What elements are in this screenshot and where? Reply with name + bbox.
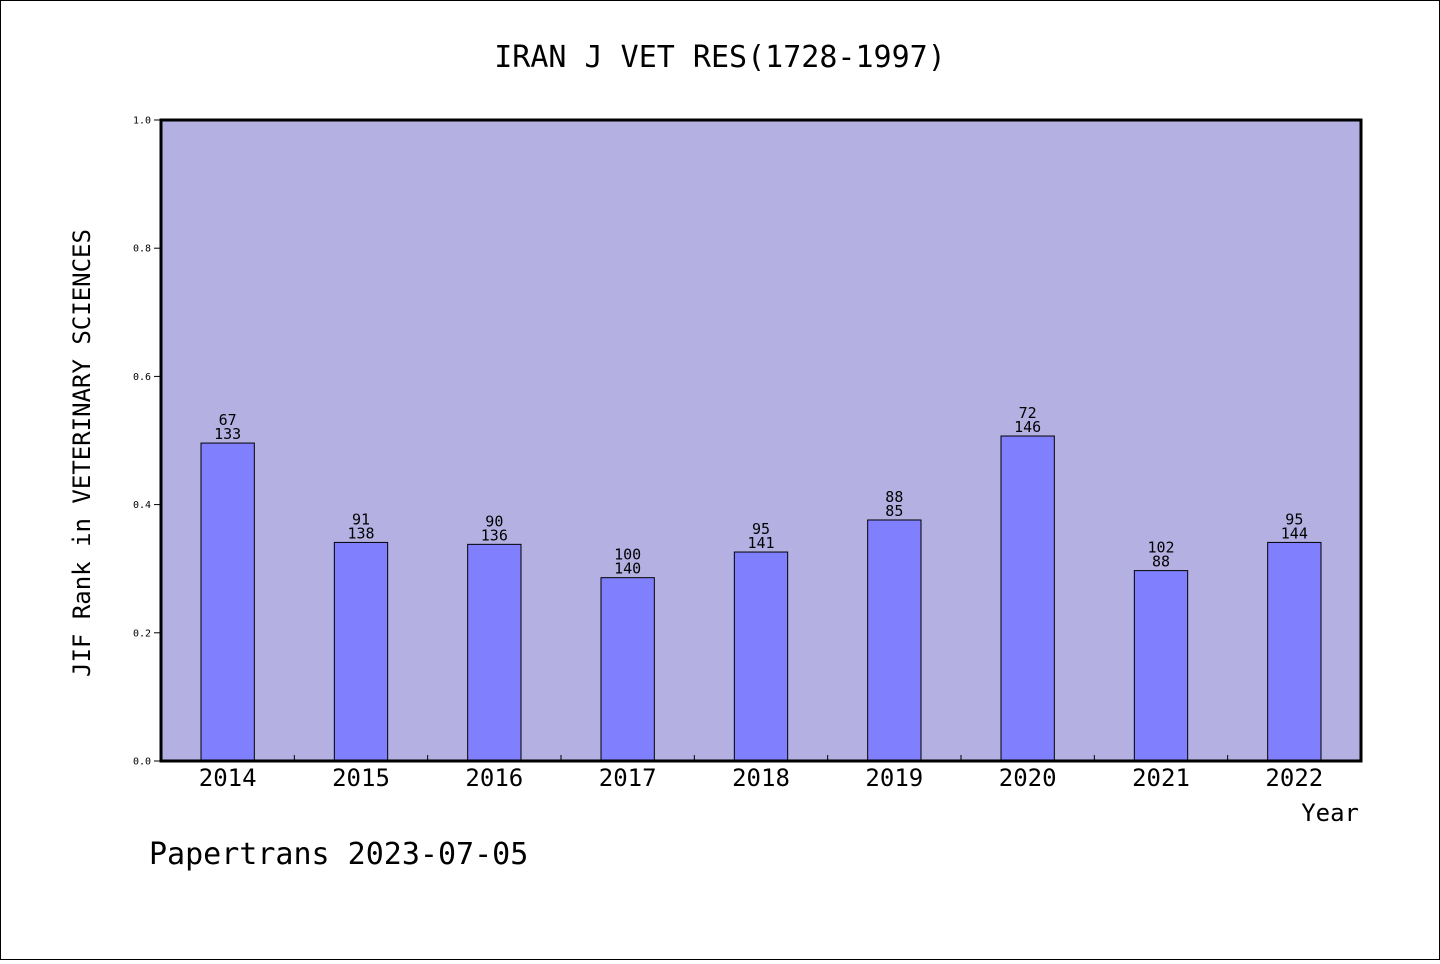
x-tick-label: 2018 [732, 764, 790, 792]
bar-2020 [1000, 435, 1055, 762]
x-tick-label: 2017 [599, 764, 657, 792]
bar-2017 [600, 577, 655, 762]
y-tick-label: 0.2 [133, 628, 151, 639]
rank-label: 90 [485, 512, 503, 530]
rank-label: 91 [352, 510, 370, 528]
footer-text: Papertrans 2023-07-05 [149, 837, 528, 872]
rank-label: 100 [614, 546, 641, 564]
rank-label: 95 [1285, 510, 1303, 528]
chart-title: IRAN J VET RES(1728-1997) [494, 40, 946, 75]
bar-2021 [1133, 570, 1189, 762]
x-tick-label: 2014 [199, 764, 257, 792]
total-label: 136 [481, 526, 508, 544]
x-tick-label: 2021 [1132, 764, 1190, 792]
y-tick-label: 0.8 [133, 244, 151, 255]
rank-label: 88 [885, 488, 903, 506]
y-axis-label: JIF Rank in VETERINARY SCIENCES [68, 229, 96, 677]
bar-2015 [333, 541, 389, 762]
x-tick-label: 2020 [999, 764, 1057, 792]
total-label: 141 [747, 534, 774, 552]
x-tick-label: 2019 [865, 764, 923, 792]
plot-border [159, 118, 1363, 763]
y-tick-label: 0.4 [133, 500, 151, 511]
y-tick-label: 0.6 [133, 372, 151, 383]
x-axis: 2014 2015 2016 2017 2018 2019 2020 2021 2022 [199, 755, 1323, 792]
bar-2022 [1267, 541, 1322, 762]
bar-2018 [733, 551, 789, 762]
bar-2019 [867, 519, 922, 762]
total-label: 144 [1281, 524, 1308, 542]
bars-group [200, 435, 1322, 762]
y-tick-label: 1.0 [133, 116, 151, 127]
total-label: 146 [1014, 418, 1041, 436]
rank-label: 95 [752, 520, 770, 538]
bar-2014 [200, 442, 255, 762]
total-label: 85 [885, 502, 903, 520]
rank-label: 102 [1147, 539, 1174, 557]
data-labels-group: 6713391138901361001409514188857214610288… [214, 404, 1308, 578]
total-label: 88 [1152, 553, 1170, 571]
total-label: 140 [614, 560, 641, 578]
x-tick-label: 2022 [1265, 764, 1323, 792]
bar-2016 [467, 543, 522, 762]
x-tick-label: 2015 [332, 764, 390, 792]
y-tick-label: 0.0 [133, 757, 151, 768]
rank-label: 67 [219, 411, 237, 429]
total-label: 133 [214, 425, 241, 443]
x-axis-label: Year [1301, 799, 1359, 827]
y-axis: 0.0 0.2 0.4 0.6 0.8 1.0 [133, 116, 161, 768]
x-tick-label: 2016 [465, 764, 523, 792]
total-label: 138 [347, 524, 374, 542]
rank-label: 72 [1019, 404, 1037, 422]
